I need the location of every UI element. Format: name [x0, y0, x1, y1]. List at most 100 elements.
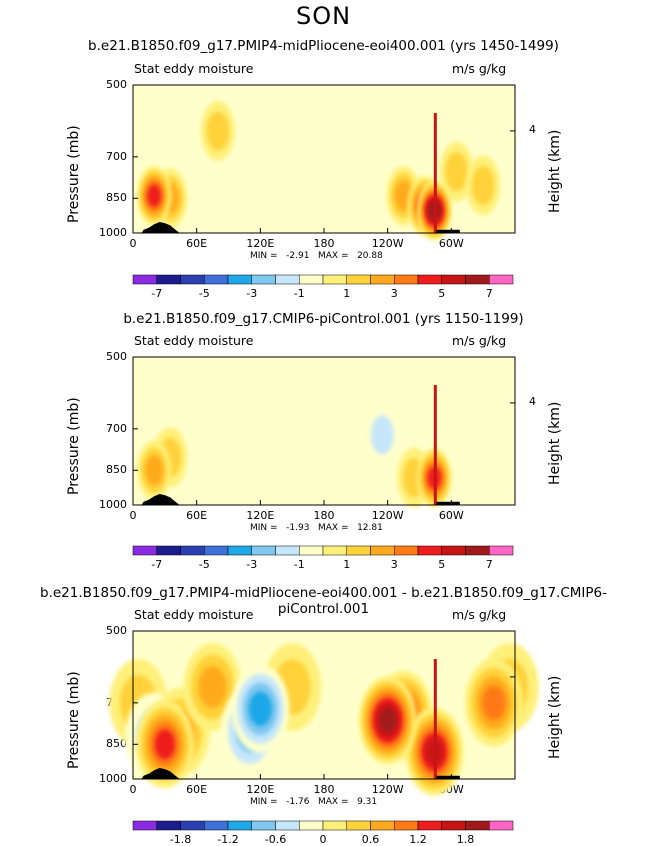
- units-label: m/s g/kg: [452, 61, 507, 76]
- contour-region: [190, 365, 225, 426]
- y-tick-label: 1000: [99, 498, 127, 511]
- colorbar: [132, 820, 514, 831]
- colorbar-swatch: [370, 274, 395, 285]
- x-tick-label: 60W: [438, 509, 464, 522]
- colorbar-swatch: [441, 545, 466, 556]
- colorbar-swatch: [227, 274, 252, 285]
- y-tick-label: 1000: [99, 226, 127, 239]
- x-tick-label: 120E: [246, 237, 275, 250]
- colorbar-label: -3: [246, 558, 258, 571]
- variable-label: Stat eddy moisture: [134, 61, 254, 76]
- topography-andes: [436, 501, 460, 505]
- right-tick-label: 4: [529, 123, 536, 136]
- colorbar-label: -7: [151, 558, 163, 571]
- colorbar-swatch: [489, 820, 514, 831]
- topography-andes: [436, 229, 460, 233]
- season-title: SON: [295, 2, 352, 30]
- y-tick-label: 500: [106, 350, 127, 363]
- contour-region: [445, 151, 469, 192]
- colorbar-label: -1: [293, 558, 305, 571]
- x-tick-label: 120E: [246, 509, 275, 522]
- colorbar-label: 5: [438, 558, 446, 571]
- contour-region: [198, 665, 227, 709]
- y-tick-label: 700: [106, 421, 127, 435]
- plot-area: [109, 630, 539, 796]
- colorbar-swatch: [346, 274, 371, 285]
- y-axis-label: Pressure (mb): [66, 125, 82, 223]
- y-axis-label: Pressure (mb): [66, 671, 82, 769]
- colorbar-swatch: [441, 274, 466, 285]
- colorbar-label: 3: [390, 558, 398, 571]
- colorbar-label: 3: [390, 287, 398, 300]
- colorbar-label: 1: [343, 558, 351, 571]
- colorbar-swatch: [156, 545, 181, 556]
- x-tick-label: 0: [129, 237, 137, 250]
- x-tick-label: 60W: [438, 237, 464, 250]
- colorbar-swatch: [204, 820, 229, 831]
- x-tick-label: 120E: [246, 783, 275, 796]
- colorbar-swatch: [275, 545, 300, 556]
- stats-text: MIN = -1.93 MAX = 12.81: [250, 523, 383, 533]
- y-tick-label: 850: [106, 191, 127, 205]
- colorbar-swatch: [204, 545, 229, 556]
- contour-region: [471, 165, 495, 205]
- contour-region: [455, 427, 490, 488]
- colorbar-label: -3: [246, 287, 258, 300]
- colorbar-label: 1.8: [456, 833, 475, 846]
- contour-region: [370, 415, 394, 455]
- colorbar-label: 0.6: [361, 833, 380, 846]
- y-tick-label: 700: [106, 149, 127, 163]
- colorbar-swatch: [489, 274, 514, 285]
- colorbar-label: -1: [293, 287, 305, 300]
- colorbar-swatch: [370, 820, 395, 831]
- units-label: m/s g/kg: [452, 333, 507, 348]
- x-tick-label: 60E: [186, 783, 208, 796]
- colorbar-swatch: [251, 545, 276, 556]
- y-tick-label: 1000: [99, 772, 127, 785]
- colorbar-swatch: [275, 820, 300, 831]
- colorbar-swatch: [156, 274, 181, 285]
- topography-asia: [141, 494, 180, 505]
- contour-region: [248, 691, 272, 727]
- andes-spike: [433, 112, 437, 233]
- colorbar-label: 1: [343, 287, 351, 300]
- stats-text: MIN = -1.76 MAX = 9.31: [250, 797, 378, 807]
- colorbar-swatch: [465, 820, 490, 831]
- panel-title: b.e21.B1850.f09_g17.CMIP6-piControl.001 …: [123, 311, 524, 327]
- colorbar-label: 5: [438, 287, 446, 300]
- colorbar: [132, 274, 514, 285]
- right-axis-label: Height (km): [547, 129, 563, 213]
- contour-region: [482, 685, 506, 721]
- y-tick-label: 500: [106, 624, 127, 637]
- colorbar-swatch: [275, 274, 300, 285]
- colorbar-swatch: [251, 274, 276, 285]
- plot-area: [132, 356, 516, 508]
- colorbar-label: 7: [485, 287, 493, 300]
- right-axis-label: Height (km): [547, 675, 563, 759]
- contour-region: [147, 184, 162, 207]
- colorbar-swatch: [180, 274, 205, 285]
- colorbar-swatch: [132, 274, 157, 285]
- x-tick-label: 120W: [371, 237, 404, 250]
- contour-region: [154, 729, 175, 760]
- colorbar-swatch: [132, 820, 157, 831]
- colorbar-swatch: [417, 545, 442, 556]
- right-tick-label: 4: [529, 395, 536, 408]
- colorbar-swatch: [346, 820, 371, 831]
- colorbar-swatch: [394, 820, 419, 831]
- colorbar-swatch: [346, 545, 371, 556]
- colorbar-swatch: [299, 545, 324, 556]
- topography-asia: [141, 222, 180, 233]
- colorbar-swatch: [180, 820, 205, 831]
- colorbar-swatch: [417, 820, 442, 831]
- colorbar-swatch: [441, 820, 466, 831]
- colorbar-swatch: [299, 820, 324, 831]
- colorbar-swatch: [156, 820, 181, 831]
- topography-andes: [436, 775, 460, 779]
- y-tick-label: 850: [106, 737, 127, 751]
- x-tick-label: 180: [313, 509, 335, 522]
- right-axis-label: Height (km): [547, 401, 563, 485]
- y-axis-label: Pressure (mb): [66, 397, 82, 495]
- colorbar-label: 0: [319, 833, 327, 846]
- contour-region: [275, 413, 310, 474]
